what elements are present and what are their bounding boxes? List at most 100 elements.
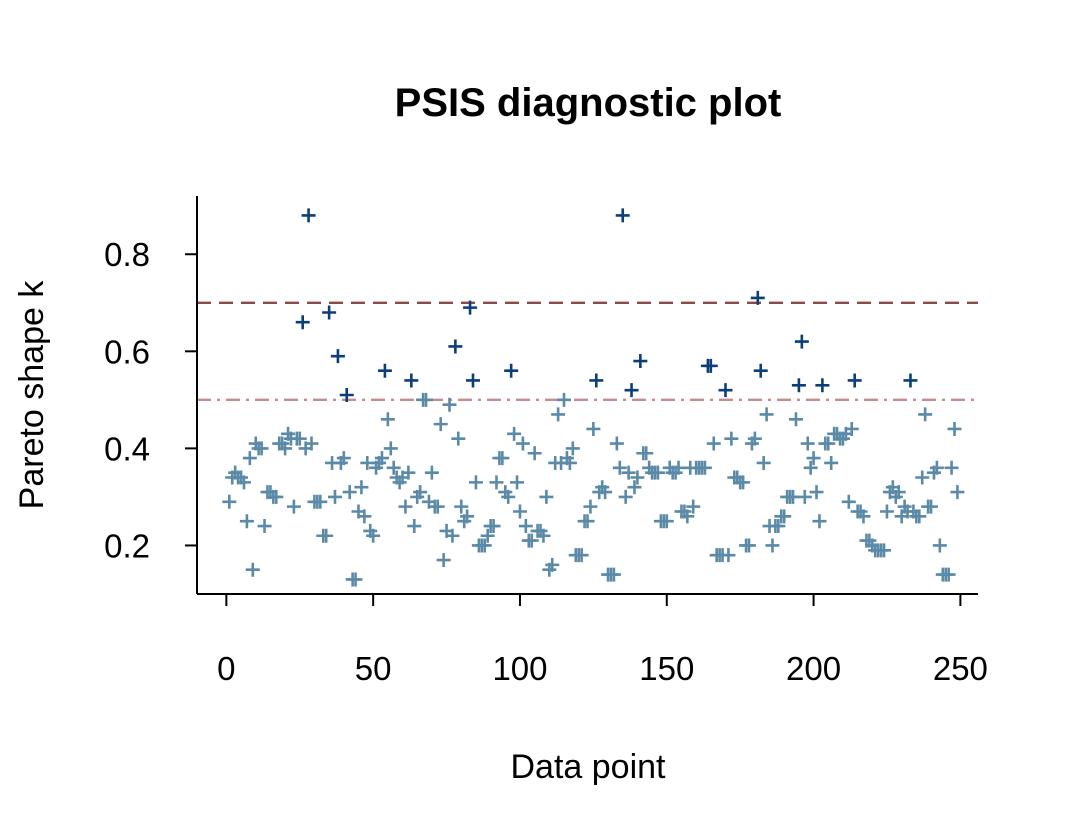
data-point: [947, 421, 962, 436]
data-point: [747, 431, 762, 446]
data-point: [803, 460, 818, 475]
data-point: [336, 451, 351, 466]
data-point: [903, 373, 918, 388]
data-point: [301, 208, 316, 223]
data-point: [800, 436, 815, 451]
data-point: [374, 451, 389, 466]
x-tick-label: 200: [786, 650, 841, 687]
data-point: [366, 528, 381, 543]
data-point: [222, 494, 237, 509]
data-point: [918, 407, 933, 422]
data-point: [424, 465, 439, 480]
data-point: [342, 485, 357, 500]
data-point: [621, 465, 636, 480]
data-point: [565, 441, 580, 456]
data-point: [598, 485, 613, 500]
data-point: [404, 373, 419, 388]
data-point: [236, 475, 251, 490]
data-point: [721, 548, 736, 563]
data-point: [718, 383, 733, 398]
data-point: [612, 460, 627, 475]
data-point: [442, 397, 457, 412]
x-tick-label: 0: [217, 650, 235, 687]
data-point: [912, 509, 927, 524]
data-point: [468, 475, 483, 490]
data-point: [630, 470, 645, 485]
data-point: [809, 485, 824, 500]
data-point: [512, 504, 527, 519]
data-point: [551, 407, 566, 422]
data-point: [606, 567, 621, 582]
data-point: [322, 305, 337, 320]
data-point: [527, 446, 542, 461]
axes: [196, 196, 978, 595]
data-point: [495, 451, 510, 466]
data-point: [436, 553, 451, 568]
data-point: [295, 315, 310, 330]
data-point: [753, 363, 768, 378]
data-point: [507, 426, 522, 441]
data-point: [504, 363, 519, 378]
data-point: [398, 499, 413, 514]
threshold-lines: [197, 301, 978, 402]
data-point: [624, 383, 639, 398]
x-tick-label: 100: [492, 650, 547, 687]
data-point: [671, 460, 686, 475]
data-point: [777, 509, 792, 524]
data-point: [824, 455, 839, 470]
data-point: [557, 392, 572, 407]
y-tick-label: 0.4: [104, 430, 150, 467]
data-point: [659, 514, 674, 529]
data-point: [419, 392, 434, 407]
data-point: [545, 557, 560, 572]
data-point: [286, 499, 301, 514]
data-point: [451, 431, 466, 446]
data-point: [319, 528, 334, 543]
data-point: [741, 538, 756, 553]
y-tick-label: 0.6: [104, 333, 150, 370]
y-axis-label: Pareto shape k: [13, 280, 51, 510]
data-point: [856, 509, 871, 524]
data-point: [515, 436, 530, 451]
data-point: [950, 485, 965, 500]
data-point: [330, 349, 345, 364]
data-point: [360, 455, 375, 470]
data-point: [589, 373, 604, 388]
data-point: [841, 494, 856, 509]
data-point: [627, 480, 642, 495]
data-point: [633, 354, 648, 369]
data-point: [454, 499, 469, 514]
data-point: [586, 421, 601, 436]
data-point: [891, 485, 906, 500]
data-point: [292, 431, 307, 446]
data-point: [915, 470, 930, 485]
y-tick-label: 0.2: [104, 527, 150, 564]
data-point: [486, 519, 501, 534]
data-point: [254, 441, 269, 456]
data-point: [574, 548, 589, 563]
data-point: [759, 407, 774, 422]
data-point: [430, 499, 445, 514]
data-point: [354, 480, 369, 495]
data-point: [944, 460, 959, 475]
data-point: [501, 489, 516, 504]
data-point: [618, 489, 633, 504]
data-point: [239, 514, 254, 529]
data-point: [847, 373, 862, 388]
data-point: [562, 455, 577, 470]
data-point: [609, 436, 624, 451]
x-tick-label: 150: [639, 650, 694, 687]
data-point: [386, 460, 401, 475]
data-point: [348, 572, 363, 587]
data-point: [879, 504, 894, 519]
data-point: [812, 514, 827, 529]
data-point: [794, 334, 809, 349]
data-point: [750, 290, 765, 305]
data-point: [615, 208, 630, 223]
data-point: [724, 431, 739, 446]
data-point: [821, 436, 836, 451]
data-point: [377, 363, 392, 378]
data-point: [706, 436, 721, 451]
data-point: [736, 475, 751, 490]
